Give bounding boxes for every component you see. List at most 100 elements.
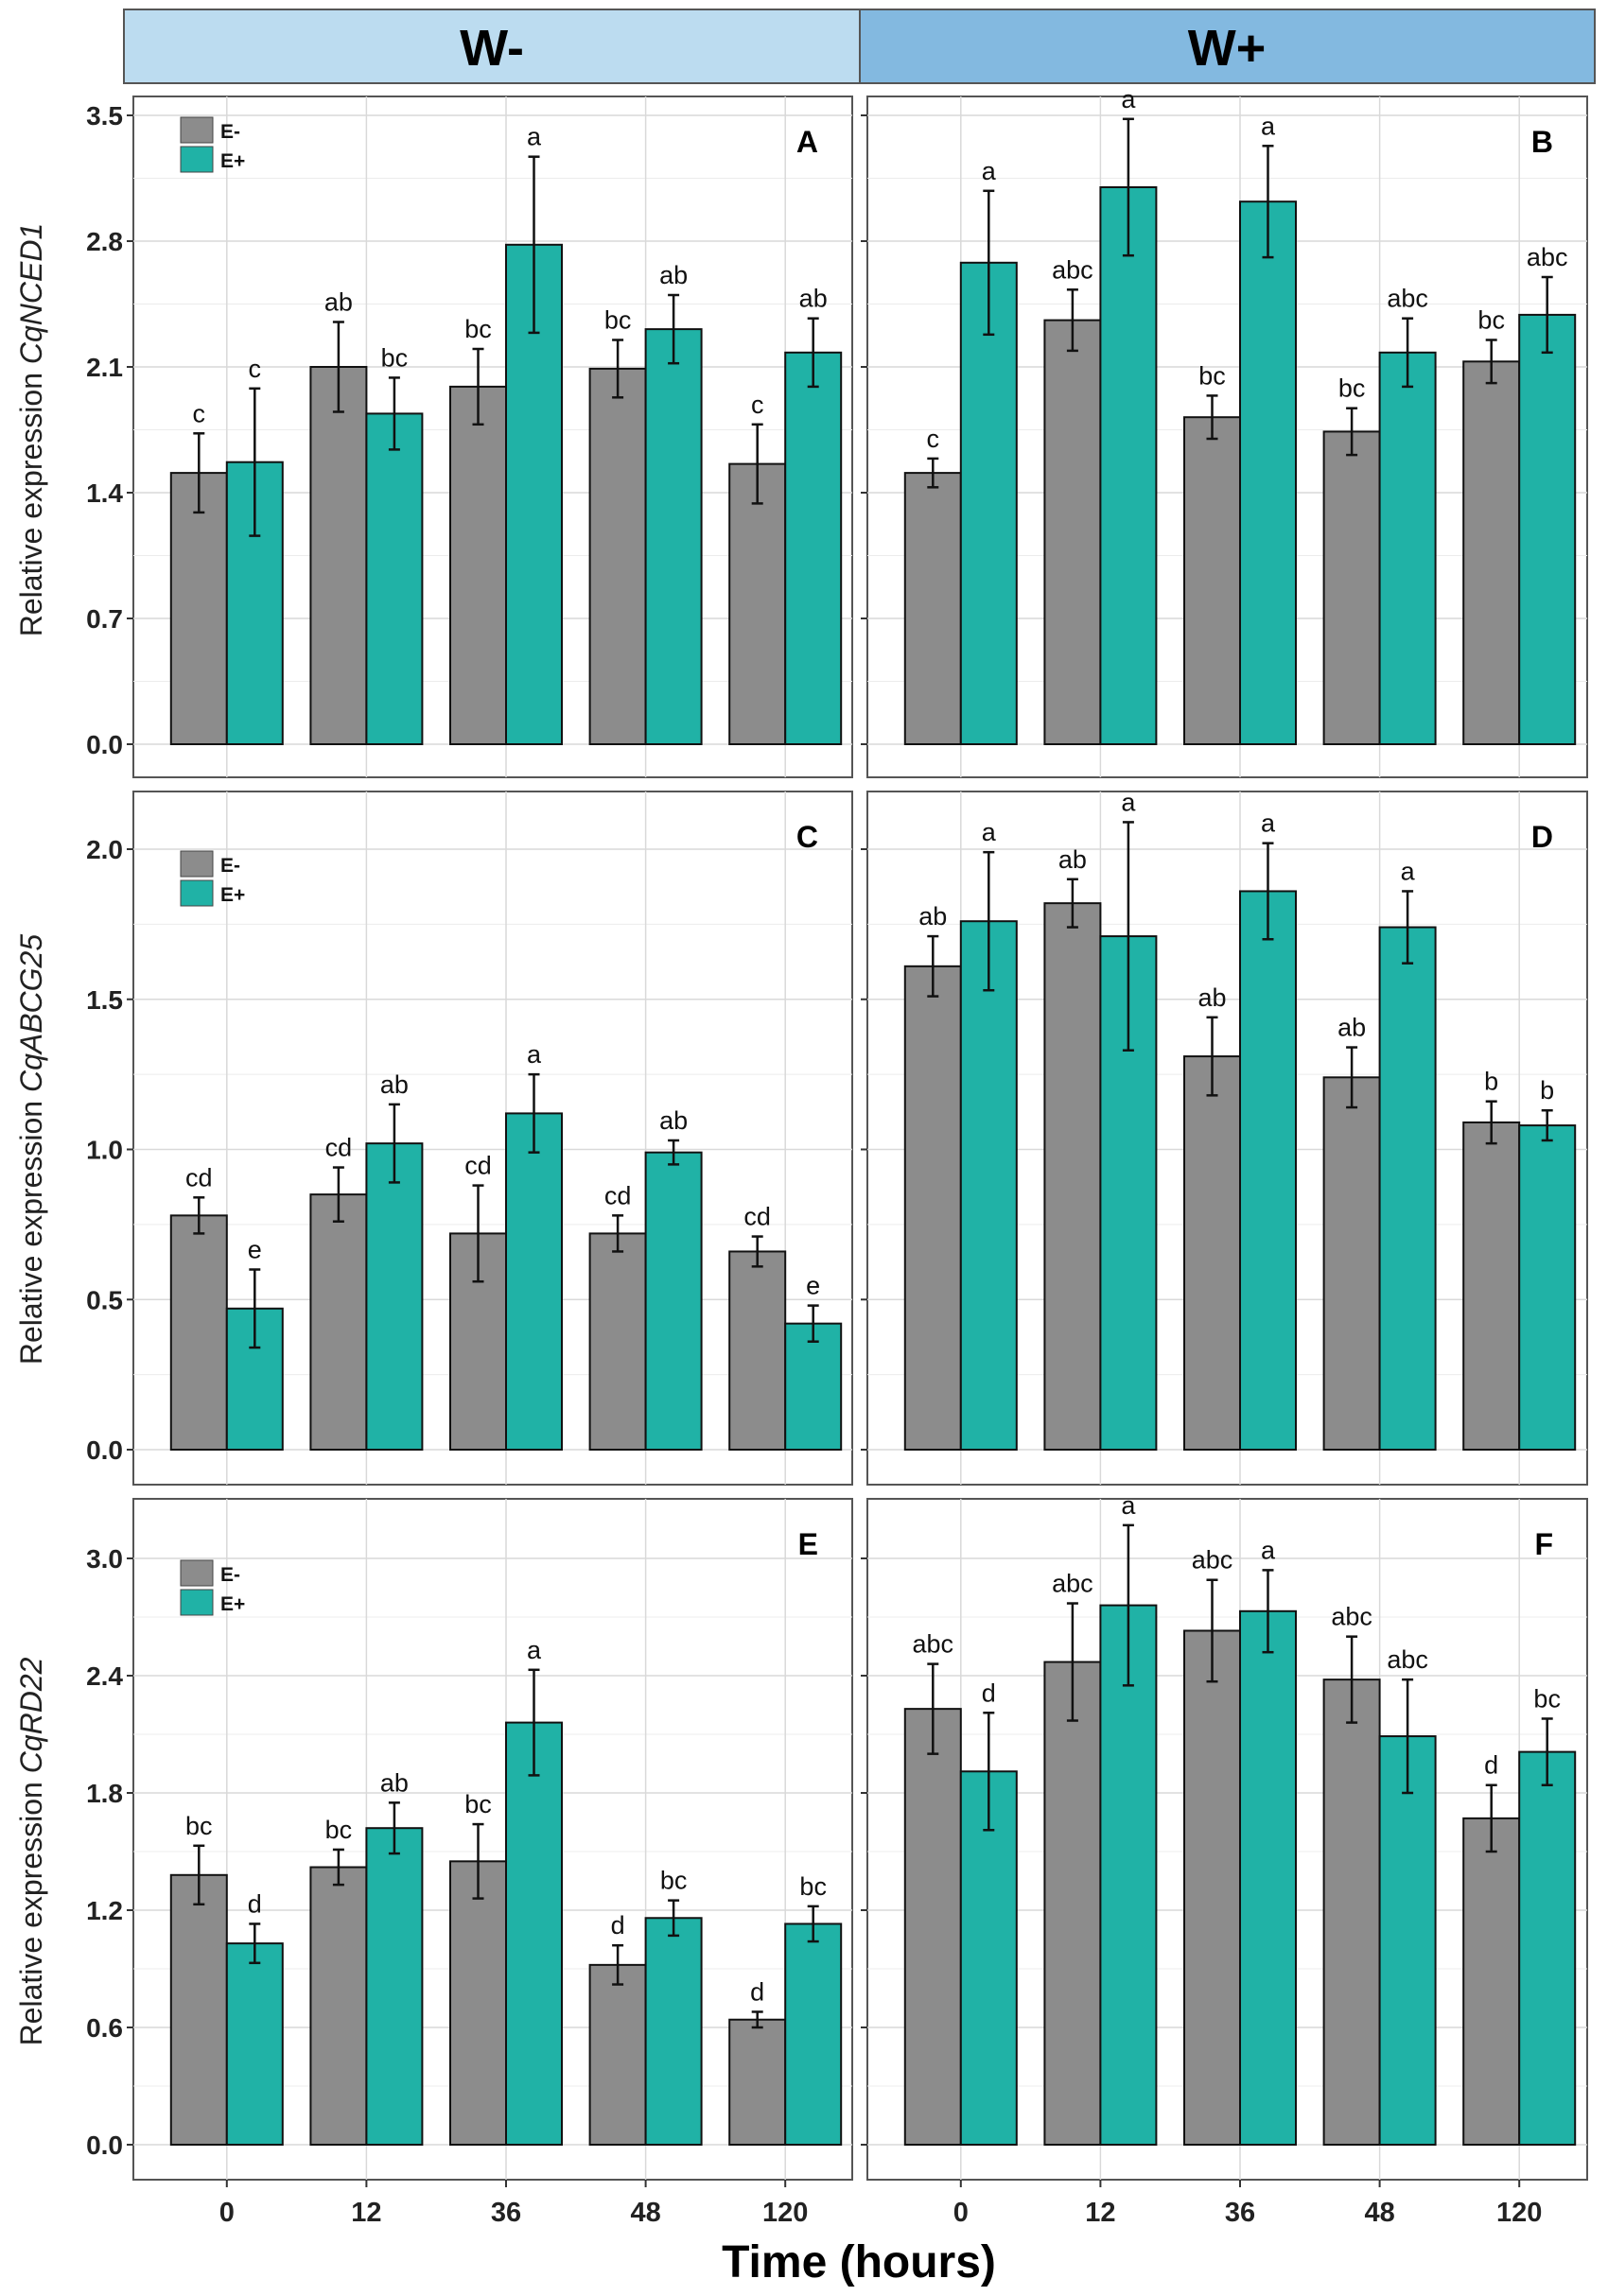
legend: E- E+ [180,1559,245,1616]
legend-label-e-plus: E+ [220,884,245,906]
y-tick-label: 3.0 [86,1544,123,1574]
y-tick-label: 2.8 [86,227,123,256]
bar-e-minus-120 [1462,360,1521,745]
y-tick-label: 0.5 [86,1285,123,1314]
significance-letter: cd [743,1203,771,1231]
bar-e-minus-120 [728,2018,787,2147]
y-tick-label: 2.1 [86,353,123,382]
significance-letter: bc [464,1790,492,1818]
legend: E- E+ [180,116,245,173]
significance-letter: a [1401,857,1416,885]
significance-letter: a [1121,788,1136,816]
bar-e-minus-0 [169,1873,228,2147]
significance-letter: d [1484,1751,1498,1780]
strip-label-w-plus: W+ [1188,20,1267,77]
significance-letter: bc [1477,306,1505,335]
bar-e-minus-120 [1462,1817,1521,2147]
bar-e-minus-12 [309,1193,368,1451]
bar-e-minus-48 [588,1232,647,1452]
significance-letter: abc [1387,1645,1428,1674]
legend-label-e-plus: E+ [220,1593,245,1615]
legend: E- E+ [180,850,245,907]
panel-letter-d: D [1531,820,1553,854]
bar-e-minus-36 [449,1860,507,2147]
significance-letter: bc [1533,1684,1561,1713]
y-tick-label: 1.2 [86,1896,123,1925]
y-axis-label: Relative expression CqRD22 [14,1657,48,2045]
x-tick-label: 0 [953,2198,969,2228]
x-axis-title: Time (hours) [722,2237,996,2287]
significance-letter: a [1121,1491,1136,1520]
significance-letter: bc [464,315,492,343]
significance-letter: a [1261,1536,1276,1564]
bar-e-plus-120 [1518,1750,1577,2146]
panel-letter-c: C [796,820,818,854]
significance-letter: bc [185,1812,213,1840]
significance-letter: abc [1527,243,1568,271]
bar-e-plus-48 [1378,351,1437,745]
bar-e-plus-48 [644,1151,703,1452]
bar-e-minus-48 [588,1963,647,2147]
strip-w-plus: W+ [859,9,1596,84]
significance-letter: d [750,1977,764,2006]
y-tick-label: 0.6 [86,2013,123,2043]
significance-letter: abc [1052,255,1093,284]
x-tick-label: 48 [630,2198,660,2228]
bar-e-plus-48 [1378,926,1437,1451]
bar-e-plus-0 [959,1770,1018,2147]
y-tick-label: 2.4 [86,1661,123,1691]
significance-letter: ab [380,1070,409,1099]
legend-swatch-e-minus [180,850,214,878]
bar-e-minus-36 [1183,1629,1241,2146]
significance-letter: abc [1192,1546,1233,1574]
significance-letter: c [751,391,764,419]
y-tick-label: 0.7 [86,604,123,634]
bar-e-minus-36 [449,385,507,745]
bar-e-plus-36 [505,1112,563,1452]
bar-e-minus-120 [728,1250,787,1451]
legend-label-e-plus: E+ [220,150,245,172]
bar-e-plus-12 [365,412,424,745]
significance-letter: ab [1058,845,1087,874]
significance-letter: ab [324,288,353,317]
significance-letter: cd [464,1152,492,1180]
y-tick-label: 1.5 [86,985,123,1015]
significance-letter: c [193,399,206,427]
strip-label-w-minus: W- [460,20,524,77]
panel-letter-e: E [798,1527,818,1561]
y-axis-label: Relative expression CqABCG25 [14,934,48,1365]
significance-letter: cd [185,1163,213,1191]
bar-e-plus-36 [1239,200,1297,745]
bar-e-minus-120 [728,462,787,745]
significance-letter: a [1121,85,1136,113]
y-tick-label: 3.5 [86,101,123,130]
significance-letter: bc [1198,361,1226,390]
bar-e-plus-36 [505,1721,563,2146]
panel-letter-a: A [796,125,818,159]
bar-e-minus-12 [1043,1661,1102,2146]
significance-letter: abc [1387,285,1428,313]
significance-letter: d [248,1889,262,1918]
bar-e-minus-12 [309,366,368,745]
bar-e-minus-48 [1322,430,1381,745]
legend-swatch-e-plus [180,146,214,173]
bar-e-minus-0 [903,965,962,1451]
y-axis-label: Relative expression CqNCED1 [14,223,48,637]
bar-e-minus-0 [903,1708,962,2146]
significance-letter: bc [381,343,409,372]
bar-e-plus-36 [1239,1609,1297,2147]
bar-e-minus-0 [903,472,962,745]
significance-letter: abc [1052,1570,1093,1598]
y-tick-label: 1.0 [86,1136,123,1165]
x-tick-label: 12 [351,2198,381,2228]
significance-letter: abc [913,1630,954,1659]
significance-letter: a [527,123,542,151]
x-tick-label: 36 [491,2198,521,2228]
panel-e: 0.00.61.21.82.43.0bcd0bcab12bca36dbc48db… [14,1498,853,2228]
significance-letter: bc [660,1867,688,1895]
significance-letter: bc [604,306,632,335]
